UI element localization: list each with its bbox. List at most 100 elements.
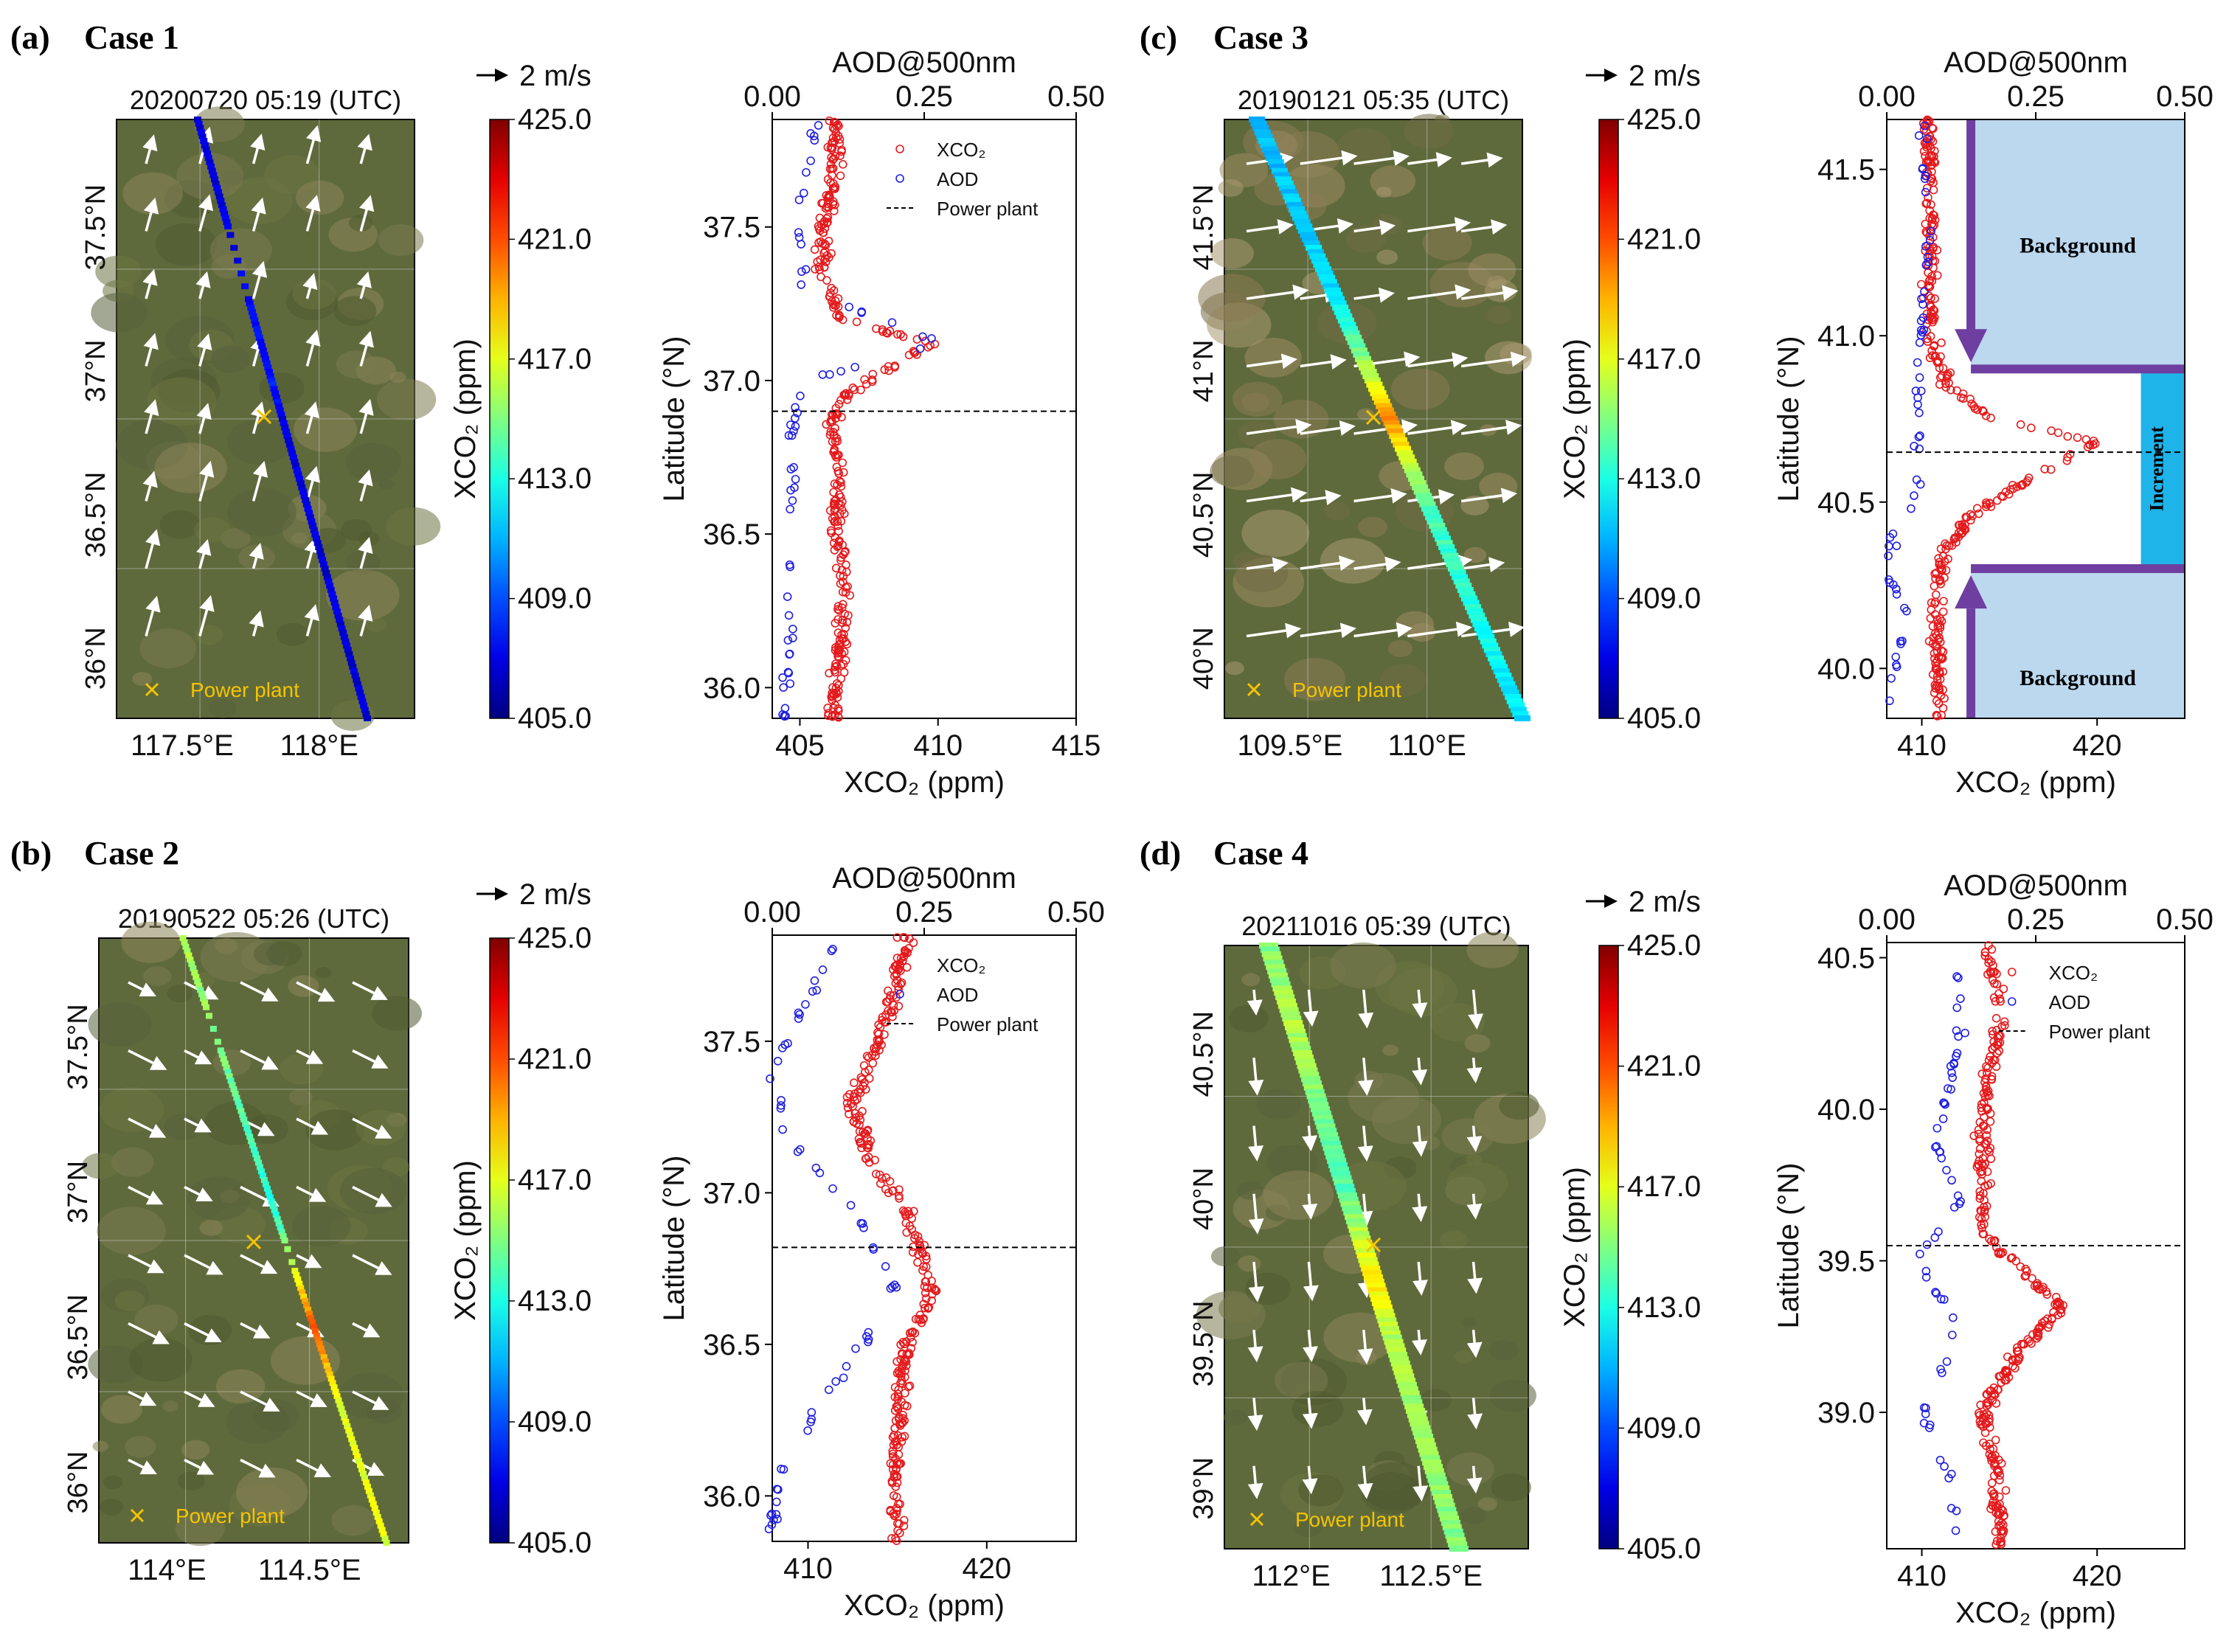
y-tick-label: 37.5 bbox=[703, 1026, 760, 1058]
top-tick-label: 0.50 bbox=[1047, 896, 1105, 929]
aod-point bbox=[791, 414, 800, 423]
aod-point bbox=[794, 1014, 803, 1023]
wind-arrow bbox=[1246, 419, 1312, 435]
xco2-point bbox=[868, 369, 878, 379]
increment-region bbox=[2140, 369, 2185, 569]
xco2-point bbox=[892, 1536, 901, 1545]
track-sounding bbox=[381, 1535, 389, 1542]
wind-arrow bbox=[1460, 420, 1522, 435]
track-sounding bbox=[1263, 955, 1283, 962]
xco2-point bbox=[833, 602, 843, 611]
vector-key-label: 2 m/s bbox=[519, 878, 592, 911]
aod-point bbox=[776, 1103, 786, 1113]
track-sounding bbox=[1269, 976, 1289, 983]
lat-tick-label: 41°N bbox=[1188, 340, 1219, 403]
xco2-point bbox=[826, 416, 836, 425]
track-sounding bbox=[1438, 1511, 1458, 1518]
xco2-point bbox=[901, 948, 909, 957]
track-sounding bbox=[1275, 176, 1292, 183]
terrain-patch bbox=[1499, 1092, 1539, 1120]
xco2-point bbox=[1929, 305, 1938, 314]
power-plant-label: Power plant bbox=[190, 678, 299, 701]
xco2-point bbox=[892, 969, 901, 979]
aod-point bbox=[1885, 541, 1893, 551]
xco2-point bbox=[1932, 696, 1941, 706]
xco2-point bbox=[884, 1006, 892, 1016]
aod-point bbox=[1942, 1165, 1951, 1175]
terrain-patch bbox=[1446, 1452, 1494, 1486]
track-sounding bbox=[1278, 1002, 1297, 1009]
wind-arrow bbox=[1246, 284, 1309, 300]
aod-point bbox=[927, 334, 936, 343]
track-sounding bbox=[1412, 1429, 1432, 1436]
wind-arrow bbox=[352, 1185, 392, 1207]
xco2-point bbox=[1932, 672, 1942, 681]
track-sounding bbox=[262, 1181, 269, 1187]
xco2-point bbox=[2003, 1352, 2012, 1361]
track-sounding bbox=[1370, 390, 1387, 397]
track-sounding bbox=[1377, 1317, 1397, 1324]
legend-aod-marker bbox=[895, 174, 904, 183]
terrain-patch bbox=[1249, 439, 1307, 479]
xco2-point bbox=[827, 283, 836, 293]
terrain-patch bbox=[276, 622, 310, 646]
track-sounding bbox=[1283, 1020, 1303, 1027]
wind-arrow bbox=[1302, 1125, 1318, 1152]
terrain-patch bbox=[1489, 1379, 1536, 1412]
terrain-patch bbox=[1500, 342, 1532, 366]
terrain-patch bbox=[1379, 664, 1427, 697]
colorbar-tick-label: 421.0 bbox=[1627, 223, 1701, 255]
aod-point bbox=[1921, 260, 1931, 270]
wind-arrow bbox=[296, 981, 336, 1002]
track-sounding bbox=[1271, 167, 1288, 174]
xco2-point bbox=[828, 417, 836, 426]
legend-label: Power plant bbox=[937, 198, 1039, 220]
terrain-patch bbox=[1422, 226, 1472, 260]
track-sounding bbox=[310, 527, 318, 533]
xco2-point bbox=[838, 587, 847, 597]
xco2-point bbox=[2085, 440, 2094, 449]
xco2-point bbox=[1923, 334, 1932, 344]
xco2-point bbox=[1928, 316, 1937, 324]
aod-point bbox=[797, 280, 805, 289]
aod-point bbox=[1898, 636, 1907, 645]
colorbar-tick-label: 421.0 bbox=[518, 1043, 592, 1075]
track-sounding bbox=[1337, 1188, 1356, 1195]
track-sounding bbox=[1395, 1373, 1415, 1380]
xco2-point bbox=[1929, 633, 1938, 642]
x-tick-label: 420 bbox=[2073, 729, 2122, 762]
aod-point bbox=[807, 1415, 817, 1424]
track-sounding bbox=[364, 715, 371, 721]
track-sounding bbox=[313, 1332, 320, 1339]
xco2-point bbox=[1992, 496, 2002, 505]
wind-arrow bbox=[144, 399, 159, 434]
track-sounding bbox=[1393, 1369, 1413, 1375]
track-sounding bbox=[1347, 339, 1364, 345]
terrain-patch bbox=[1376, 187, 1392, 198]
map-timestamp: 20190121 05:35 (UTC) bbox=[1238, 85, 1509, 115]
legend-plant-marker bbox=[1249, 1512, 1264, 1527]
track-sounding bbox=[322, 569, 330, 576]
xco2-point bbox=[898, 1338, 908, 1347]
track-sounding bbox=[1408, 1416, 1428, 1423]
track-sounding bbox=[1361, 1266, 1381, 1272]
x-tick-label: 405 bbox=[775, 729, 825, 762]
wind-arrow bbox=[1302, 1398, 1318, 1429]
xco2-point bbox=[1932, 271, 1942, 280]
aod-point bbox=[1907, 504, 1916, 513]
aod-point bbox=[1885, 578, 1894, 587]
xco2-point bbox=[1983, 1069, 1991, 1077]
track-sounding bbox=[1376, 1313, 1396, 1319]
track-sounding bbox=[302, 1298, 309, 1304]
terrain-patch bbox=[378, 479, 395, 490]
wind-arrow bbox=[1460, 557, 1505, 573]
terrain-patch bbox=[111, 1147, 154, 1177]
xco2-point bbox=[1994, 1510, 2003, 1519]
xco2-point bbox=[848, 384, 858, 392]
track-sounding bbox=[232, 1090, 239, 1097]
aod-point bbox=[892, 1283, 901, 1292]
track-sounding bbox=[330, 595, 337, 602]
vector-key-label: 2 m/s bbox=[519, 60, 592, 92]
aod-point bbox=[1917, 294, 1926, 303]
